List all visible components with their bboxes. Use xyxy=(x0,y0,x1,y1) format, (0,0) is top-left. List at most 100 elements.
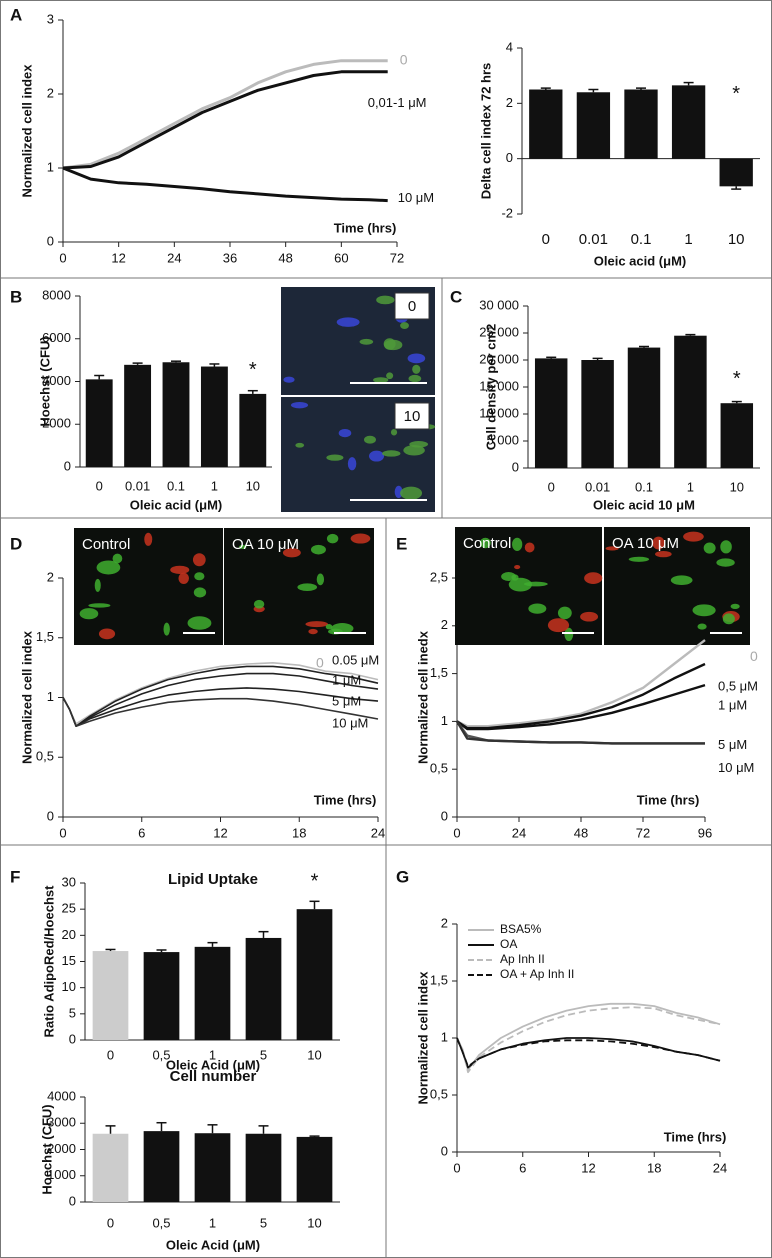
series-label: 1 μM xyxy=(332,673,361,688)
series-label: 10 μM xyxy=(398,190,434,205)
cell xyxy=(310,544,326,555)
bar xyxy=(162,362,190,467)
bar xyxy=(194,1133,231,1202)
y-tick-label: 20 000 xyxy=(479,351,519,366)
cell xyxy=(359,338,374,345)
y-tick-label: 1,5 xyxy=(430,972,448,987)
y-tick-label: 0,5 xyxy=(430,1086,448,1101)
legend-label: Ap Inh II xyxy=(500,952,545,966)
series-line xyxy=(62,672,379,727)
x-tick-label: 48 xyxy=(574,825,588,840)
cell xyxy=(338,428,352,438)
y-axis-label: Hoechst (CFU) xyxy=(39,1104,54,1194)
chart-title: Lipid Uptake xyxy=(168,871,258,888)
series-label: 0 xyxy=(750,648,758,664)
x-tick-label: 0.01 xyxy=(579,231,608,248)
x-tick-label: 96 xyxy=(698,825,712,840)
bar xyxy=(143,952,180,1040)
cell xyxy=(692,604,716,617)
significance-star: * xyxy=(733,368,741,390)
cell xyxy=(193,587,207,598)
cell xyxy=(96,560,121,575)
y-tick-label: 2000 xyxy=(47,1141,76,1156)
y-tick-label: 1,5 xyxy=(36,629,54,644)
cell xyxy=(308,628,318,635)
y-axis-label: Ratio AdipoRed/Hoechst xyxy=(41,885,56,1038)
cell xyxy=(652,536,665,550)
y-tick-label: 0 xyxy=(47,808,54,823)
cell xyxy=(112,553,123,564)
cell xyxy=(94,578,101,592)
y-tick-label: 1 xyxy=(47,159,54,174)
cell xyxy=(508,577,533,592)
x-tick-label: 6 xyxy=(138,825,145,840)
bar xyxy=(92,951,129,1040)
cell xyxy=(192,553,206,567)
x-tick-label: 10 xyxy=(728,231,745,248)
legend-label: OA xyxy=(500,937,517,951)
x-tick-label: 1 xyxy=(211,478,218,493)
cell xyxy=(326,533,339,544)
cell xyxy=(580,611,599,622)
series-label: 5 μM xyxy=(332,694,361,709)
cell xyxy=(683,531,704,542)
series-line xyxy=(62,662,379,725)
image-label-box xyxy=(394,292,430,320)
bar xyxy=(534,358,568,468)
series-line xyxy=(62,697,379,727)
y-axis-label: Normalized cell index xyxy=(19,64,34,198)
x-tick-label: 24 xyxy=(167,250,181,265)
image-label: OA 10 μM xyxy=(232,536,299,553)
y-tick-label: 5 000 xyxy=(486,432,519,447)
cell xyxy=(409,441,429,448)
cell xyxy=(170,565,190,574)
y-axis-label: Normalized cell index xyxy=(415,971,430,1105)
x-axis-label: Oleic acid (μM) xyxy=(130,497,222,512)
bar xyxy=(296,909,333,1040)
x-tick-label: 12 xyxy=(581,1160,595,1175)
y-tick-label: 0 xyxy=(69,1193,76,1208)
x-tick-label: 24 xyxy=(371,825,385,840)
cell xyxy=(547,618,570,633)
cell xyxy=(336,317,360,327)
cell xyxy=(400,322,409,330)
cell xyxy=(88,603,111,608)
significance-star: * xyxy=(249,359,257,381)
bar xyxy=(627,347,661,468)
x-tick-label: 0 xyxy=(453,825,460,840)
x-axis-label: Oleic Acid (μM) xyxy=(166,1057,260,1072)
cell xyxy=(325,624,333,630)
bar xyxy=(720,403,754,468)
bar xyxy=(245,1133,282,1202)
y-tick-label: 0 xyxy=(69,1031,76,1046)
panel-letter: B xyxy=(10,287,22,306)
x-tick-label: 0,5 xyxy=(152,1215,170,1230)
y-axis-label: Normalized cell index xyxy=(19,630,34,764)
cell xyxy=(564,627,574,642)
x-axis-label: Time (hrs) xyxy=(637,792,700,807)
bar xyxy=(674,335,707,468)
x-axis-label: Oleic acid 10 μM xyxy=(593,497,695,512)
x-tick-label: 0 xyxy=(96,478,103,493)
x-tick-label: 0.1 xyxy=(631,231,652,248)
cell xyxy=(730,603,740,609)
cell xyxy=(326,454,344,461)
series-label: 1 μM xyxy=(718,698,747,713)
y-tick-label: 1 xyxy=(47,689,54,704)
cell xyxy=(376,295,395,305)
cell xyxy=(187,616,212,630)
y-tick-label: 0 xyxy=(506,150,513,165)
image-label: OA 10 μM xyxy=(612,535,679,552)
x-tick-label: 0 xyxy=(59,825,66,840)
cell xyxy=(368,450,385,462)
cell xyxy=(282,548,301,558)
y-tick-label: -2 xyxy=(501,205,513,220)
cell xyxy=(297,583,318,591)
bar xyxy=(124,364,152,467)
cell xyxy=(512,537,523,551)
y-tick-label: 25 000 xyxy=(479,324,519,339)
x-tick-label: 12 xyxy=(213,825,227,840)
y-tick-label: 2 xyxy=(441,617,448,632)
cell xyxy=(290,401,309,409)
series-line xyxy=(62,70,388,170)
